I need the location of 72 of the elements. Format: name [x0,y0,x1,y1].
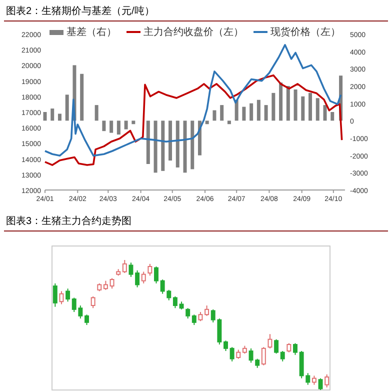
line-series [44,44,342,157]
candlestick [293,342,298,356]
candlestick [204,305,210,316]
candlestick [324,374,330,388]
candlestick [66,288,70,302]
candlestick [268,334,272,349]
bar [50,108,54,121]
candlestick [198,312,203,322]
legend-label: 基差（右） [66,26,116,38]
bar [110,120,114,133]
candlestick [52,282,58,308]
bar [43,112,47,121]
candlestick [224,340,228,352]
candlestick [59,290,64,305]
candlestick [110,278,114,290]
bar [256,100,260,121]
bar [168,120,172,161]
bar [330,112,334,121]
bar [65,94,69,121]
bar [212,110,216,121]
bar [264,105,268,121]
candlestick [192,314,196,326]
line-series [44,74,343,166]
candlestick [128,262,134,278]
bar [272,92,276,121]
bar [279,82,283,121]
bar [308,92,312,121]
candlestick [154,266,158,284]
candlestick [230,346,234,362]
candlestick [103,280,108,290]
bar [323,105,327,121]
bar [102,120,106,132]
bar [80,74,84,121]
bar [116,120,120,135]
bar [132,120,136,124]
candlestick [122,260,127,274]
candlestick [318,378,323,390]
candlestick [135,270,140,288]
candlestick [236,349,241,360]
bar [316,98,320,121]
candlestick [312,375,316,386]
candlestick [274,338,279,354]
bar [242,106,246,121]
legend-label: 主力合约收盘价（左） [144,26,244,38]
bar [146,120,150,164]
candlestick [90,296,96,309]
bar [124,120,128,130]
bar [250,103,254,121]
bar [301,96,305,121]
candlestick [84,314,89,326]
candlestick [172,296,178,309]
bar [286,86,290,121]
candlestick [148,263,152,276]
candlestick [280,350,285,362]
bar [294,89,298,121]
candlestick [186,308,190,319]
bar [190,120,194,170]
candlestick [261,346,266,366]
bar [161,120,165,171]
bar [227,120,231,124]
bar [205,120,209,124]
candlestick [286,342,292,353]
bar [94,105,98,121]
bar [183,120,187,173]
bar [154,120,158,173]
chart-title: 图表3：生猪主力合约走势图 [6,215,132,227]
candlestick [141,271,146,284]
bar [176,120,180,168]
bar [58,114,62,121]
legend-label: 现货价格（左） [270,26,340,38]
chart-title: 图表2：生猪期价与基差（元/吨） [6,5,154,17]
bar [220,105,224,121]
